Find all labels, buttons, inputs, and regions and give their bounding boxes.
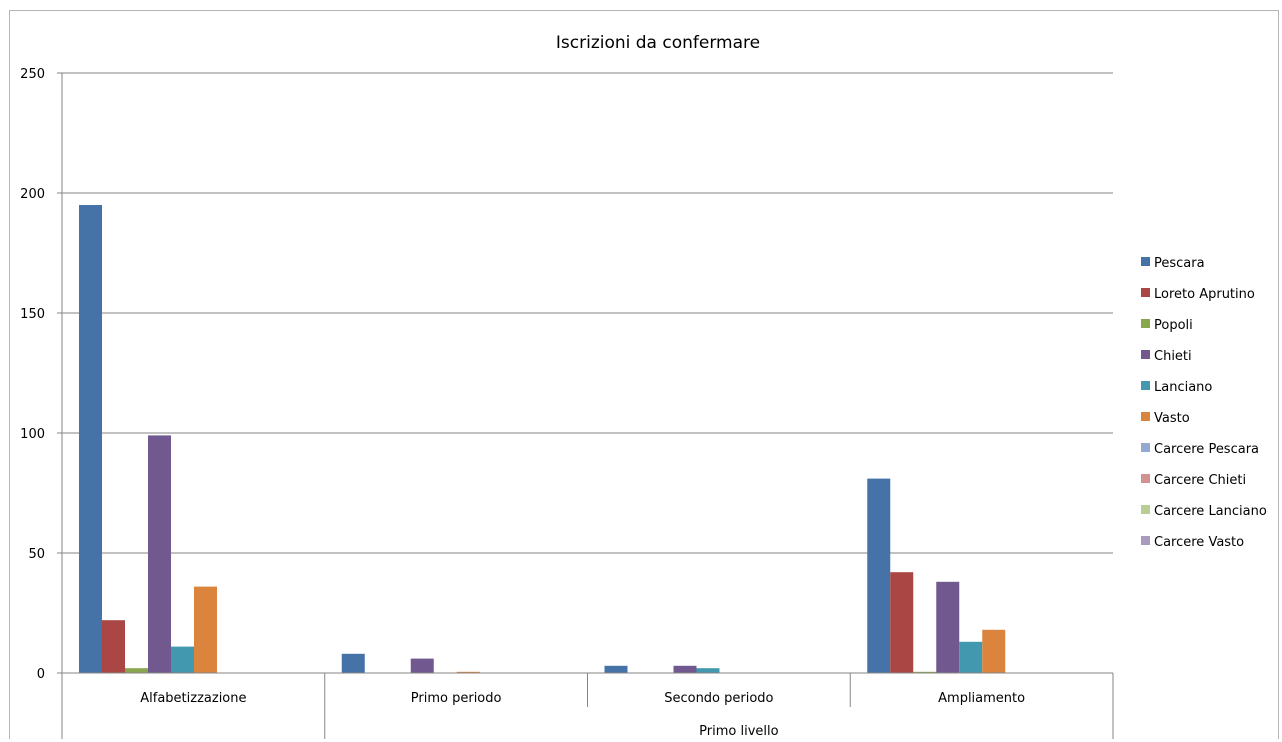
chart-frame [9,10,1279,739]
legend-label: Pescara [1154,256,1205,271]
bar [102,620,125,673]
legend-swatch [1141,257,1150,266]
bar [341,653,365,673]
x-tick-label: Ampliamento [938,691,1025,706]
y-axis: 0 50 100 150 200 250 [20,67,63,739]
legend-swatch [1141,288,1150,297]
legend-swatch [1141,381,1150,390]
bar [913,671,937,673]
bar [673,665,697,673]
bar [890,572,914,673]
y-tick-label: 250 [20,67,45,82]
legend-label: Chieti [1154,349,1192,364]
y-tick-label: 0 [37,667,45,682]
y-tick-label: 100 [20,427,45,442]
x-tick-label: Primo periodo [411,691,502,706]
bar [867,478,891,673]
bar [959,641,983,673]
bar [696,668,720,673]
bar [982,629,1006,673]
legend-label: Carcere Vasto [1154,535,1244,550]
bar [456,671,480,673]
x-axis: Alfabetizzazione Primo periodo Secondo per… [62,672,1114,739]
bar [125,668,148,673]
chart-title: Iscrizioni da confermare [556,33,760,53]
y-tick-label: 200 [20,187,45,202]
y-tick-label: 150 [20,307,45,322]
legend: Pescara Loreto Aprutino Popoli Chieti Lancia… [1141,256,1267,550]
legend-label: Carcere Chieti [1154,473,1246,488]
legend-label: Popoli [1154,318,1193,333]
legend-label: Lanciano [1154,380,1212,395]
bar [410,658,434,673]
x-tick-label: Alfabetizzazione [140,691,246,706]
legend-label: Vasto [1154,411,1190,426]
legend-label: Carcere Lanciano [1154,504,1267,519]
legend-swatch [1141,412,1150,421]
legend-swatch [1141,505,1150,514]
bar [194,586,217,673]
bar [148,435,171,673]
bars [79,205,1006,673]
x-group-label: Primo livello [699,724,778,739]
bar [171,646,194,673]
x-tick-label: Secondo periodo [664,691,773,706]
bar [936,581,960,673]
legend-swatch [1141,350,1150,359]
legend-swatch [1141,536,1150,545]
legend-label: Loreto Aprutino [1154,287,1255,302]
legend-swatch [1141,474,1150,483]
bar [604,665,628,673]
legend-label: Carcere Pescara [1154,442,1259,457]
bar [79,205,102,673]
legend-swatch [1141,443,1150,452]
legend-swatch [1141,319,1150,328]
y-tick-label: 50 [28,547,45,562]
